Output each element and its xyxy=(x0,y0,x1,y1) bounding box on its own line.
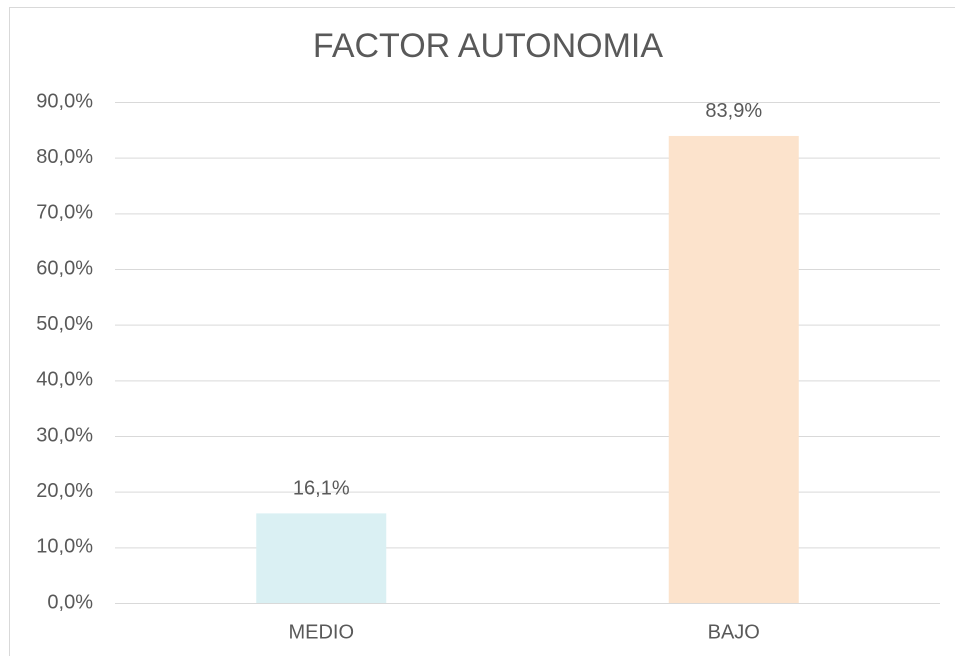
y-tick-label: 90,0% xyxy=(36,90,93,112)
y-tick-label: 80,0% xyxy=(36,146,93,168)
y-tick-label: 40,0% xyxy=(36,369,93,391)
y-tick-label: 70,0% xyxy=(36,202,93,224)
y-tick-label: 60,0% xyxy=(36,257,93,279)
data-label: 83,9% xyxy=(705,100,762,122)
y-tick-label: 0,0% xyxy=(47,591,93,613)
chart-border xyxy=(9,7,955,656)
y-tick-label: 30,0% xyxy=(36,424,93,446)
y-tick-label: 20,0% xyxy=(36,480,93,502)
bar xyxy=(256,513,387,603)
data-label: 16,1% xyxy=(293,478,350,500)
chart-title: FACTOR AUTONOMIA xyxy=(313,27,663,65)
x-tick-label: BAJO xyxy=(708,621,760,643)
x-tick-label: MEDIO xyxy=(288,621,354,643)
y-tick-label: 50,0% xyxy=(36,313,93,335)
y-tick-label: 10,0% xyxy=(36,536,93,558)
bar xyxy=(668,135,799,603)
